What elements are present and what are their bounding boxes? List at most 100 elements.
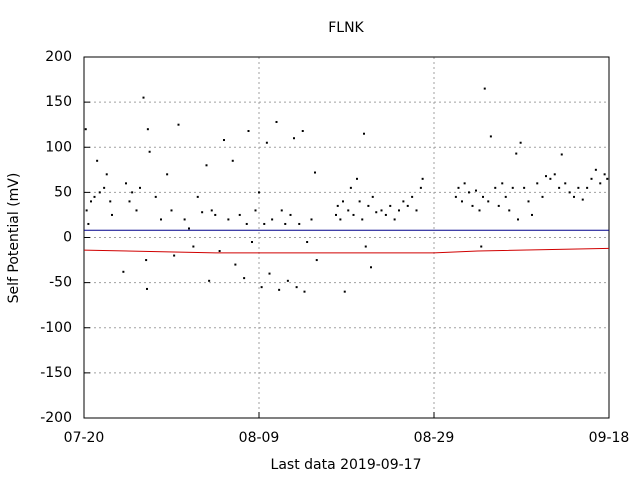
data-point <box>205 164 208 167</box>
data-point <box>590 177 593 180</box>
data-point <box>293 137 295 140</box>
y-tick-label: -200 <box>40 410 72 426</box>
data-point <box>231 159 234 162</box>
data-point <box>238 213 241 216</box>
data-point <box>314 171 316 174</box>
data-point <box>457 186 460 189</box>
data-point <box>398 209 400 212</box>
data-point <box>482 195 484 198</box>
x-tick-label: 08-09 <box>239 430 280 446</box>
data-point <box>415 209 418 212</box>
data-point <box>553 173 556 176</box>
data-point <box>142 96 145 99</box>
data-point <box>515 152 518 155</box>
data-point <box>87 222 90 225</box>
x-tick-label: 09-18 <box>589 430 630 446</box>
y-axis-label: Self Potential (mV) <box>6 173 22 304</box>
data-point <box>545 175 547 178</box>
data-point <box>265 141 268 144</box>
data-point <box>517 218 519 221</box>
data-point <box>148 150 151 153</box>
y-tick-label: 100 <box>45 139 72 155</box>
data-line <box>83 247 610 254</box>
data-point <box>483 87 486 90</box>
data-point <box>523 186 526 189</box>
data-point <box>188 227 190 230</box>
data-point <box>90 200 92 203</box>
data-point <box>196 195 199 198</box>
data-point <box>263 222 266 225</box>
data-point <box>406 204 409 207</box>
x-tick-label: 08-29 <box>414 430 455 446</box>
data-point <box>519 141 522 144</box>
data-point <box>85 209 88 212</box>
data-point <box>497 204 500 207</box>
chart-title: FLNK <box>328 20 364 36</box>
data-point <box>454 195 457 198</box>
data-point <box>284 222 287 225</box>
data-point <box>122 270 125 273</box>
data-point <box>280 209 283 212</box>
data-point <box>393 218 396 221</box>
data-point <box>487 200 490 203</box>
data-point <box>105 173 108 176</box>
data-point <box>536 182 539 185</box>
data-point <box>508 209 511 212</box>
data-point <box>245 222 248 225</box>
data-point <box>278 288 281 291</box>
data-point <box>549 177 552 180</box>
data-point <box>606 177 609 180</box>
data-point <box>183 218 186 221</box>
data-point <box>135 209 138 212</box>
data-point <box>380 209 383 212</box>
data-point <box>96 159 99 162</box>
data-point <box>468 191 470 194</box>
data-point <box>511 186 514 189</box>
data-point <box>336 204 339 207</box>
data-point <box>306 241 309 244</box>
data-point <box>480 245 483 248</box>
data-point <box>247 130 250 133</box>
data-point <box>84 128 87 131</box>
data-point <box>286 279 289 282</box>
data-point <box>389 204 392 207</box>
data-point <box>109 200 112 203</box>
data-point <box>370 266 372 269</box>
data-point <box>214 213 217 216</box>
data-point <box>558 186 561 189</box>
data-point <box>289 213 292 216</box>
x-axis-label: Last data 2019-09-17 <box>271 457 422 473</box>
data-point <box>471 204 474 207</box>
data-point <box>146 287 148 290</box>
data-point <box>347 209 350 212</box>
data-point <box>243 277 246 280</box>
data-point <box>581 198 584 201</box>
data-point <box>192 245 195 248</box>
data-point <box>384 213 387 216</box>
data-point <box>154 195 157 198</box>
data-point <box>339 218 342 221</box>
data-point <box>98 191 101 194</box>
data-point <box>352 213 355 216</box>
data-point <box>298 222 301 225</box>
data-point <box>371 195 374 198</box>
plot-frame <box>83 56 610 419</box>
data-point <box>227 218 230 221</box>
data-point <box>125 182 127 185</box>
data-point <box>367 204 370 207</box>
data-point <box>463 182 466 185</box>
data-point <box>218 250 221 253</box>
data-point <box>361 218 364 221</box>
y-tick-label: -150 <box>40 365 72 381</box>
data-point <box>166 173 169 176</box>
data-point <box>419 186 422 189</box>
data-point <box>131 191 134 194</box>
data-point <box>603 173 606 176</box>
y-tick-label: 200 <box>45 49 72 65</box>
data-point <box>335 213 337 216</box>
data-point <box>295 286 298 289</box>
data-point <box>170 209 173 212</box>
data-point <box>586 186 589 189</box>
data-point <box>275 120 278 123</box>
